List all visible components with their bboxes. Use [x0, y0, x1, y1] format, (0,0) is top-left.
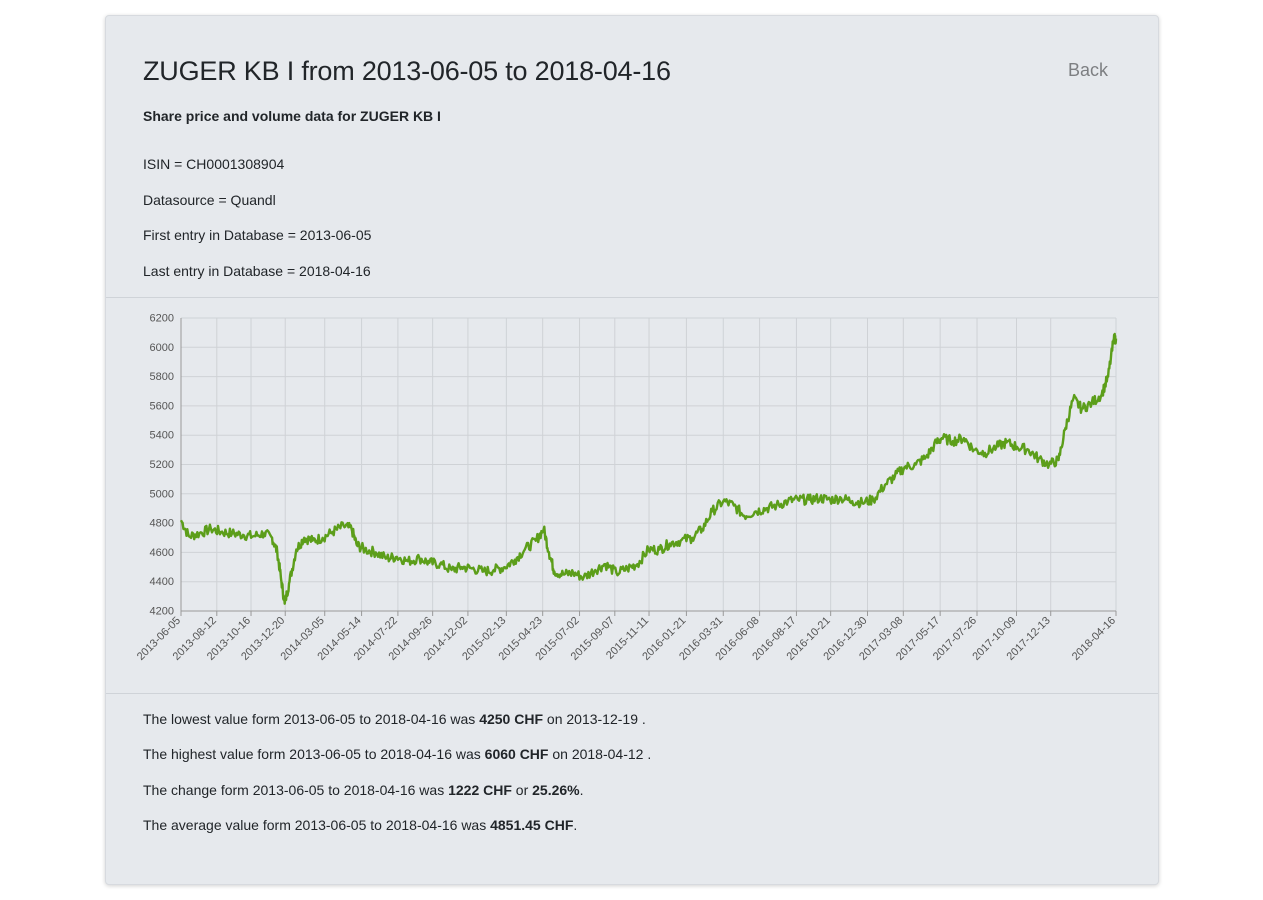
stats-section: The lowest value form 2013-06-05 to 2018…	[143, 710, 651, 851]
highest-date: on 2018-04-12 .	[548, 746, 652, 763]
y-tick-label: 4600	[150, 547, 174, 559]
y-tick-label: 6000	[150, 342, 174, 354]
y-tick-label: 4200	[150, 606, 174, 618]
lowest-value: 4250 CHF	[479, 711, 544, 727]
x-tick-label: 2018-04-16	[1070, 615, 1118, 663]
page-title: ZUGER KB I from 2013-06-05 to 2018-04-16	[143, 56, 671, 86]
lowest-stat: The lowest value form 2013-06-05 to 2018…	[143, 710, 651, 745]
datasource-info: Datasource = Quandl	[143, 191, 276, 208]
average-prefix: The average value form 2013-06-05 to 201…	[143, 816, 491, 833]
change-mid: or	[511, 781, 533, 798]
highest-stat: The highest value form 2013-06-05 to 201…	[143, 745, 651, 780]
average-suffix: .	[573, 816, 578, 833]
change-value: 1222 CHF	[448, 781, 512, 798]
lowest-date: on 2013-12-19 .	[543, 711, 646, 727]
y-tick-label: 5200	[150, 459, 174, 471]
change-stat: The change form 2013-06-05 to 2018-04-16…	[143, 781, 651, 816]
page-subtitle: Share price and volume data for ZUGER KB…	[143, 108, 441, 124]
last-entry-info: Last entry in Database = 2018-04-16	[143, 262, 371, 279]
change-prefix: The change form 2013-06-05 to 2018-04-16…	[143, 781, 449, 798]
price-chart: 4200 4400 4600 4800 5000 5200 5400 5600 5800 6000…	[106, 298, 1158, 693]
y-tick-label: 5400	[150, 430, 174, 442]
y-tick-label: 5000	[150, 488, 174, 500]
lowest-prefix: The lowest value form 2013-06-05 to 2018…	[143, 711, 480, 727]
header-section: ZUGER KB I from 2013-06-05 to 2018-04-16…	[106, 16, 1158, 297]
change-percent: 25.26%	[532, 781, 580, 798]
back-link[interactable]: Back	[1067, 60, 1108, 80]
change-suffix: .	[579, 781, 584, 798]
price-series-line	[179, 332, 1118, 605]
y-tick-label: 6200	[150, 313, 174, 325]
highest-prefix: The highest value form 2013-06-05 to 201…	[143, 746, 485, 763]
info-list: ISIN = CH0001308904 Datasource = Quandl …	[143, 155, 1121, 297]
divider-top	[106, 297, 1158, 298]
y-tick-label: 4400	[150, 576, 174, 588]
isin-info: ISIN = CH0001308904	[143, 156, 285, 172]
y-tick-label: 4800	[150, 518, 174, 530]
average-value: 4851.45 CHF	[490, 816, 574, 833]
stock-card: ZUGER KB I from 2013-06-05 to 2018-04-16…	[105, 15, 1159, 885]
highest-value: 6060 CHF	[484, 746, 549, 763]
average-stat: The average value form 2013-06-05 to 201…	[143, 816, 651, 851]
first-entry-info: First entry in Database = 2013-06-05	[143, 227, 372, 243]
chart-svg: 4200 4400 4600 4800 5000 5200 5400 5600 5800 6000…	[135, 313, 1118, 663]
divider-bottom	[106, 693, 1158, 694]
y-tick-label: 5600	[150, 400, 174, 412]
y-tick-label: 5800	[150, 371, 174, 383]
